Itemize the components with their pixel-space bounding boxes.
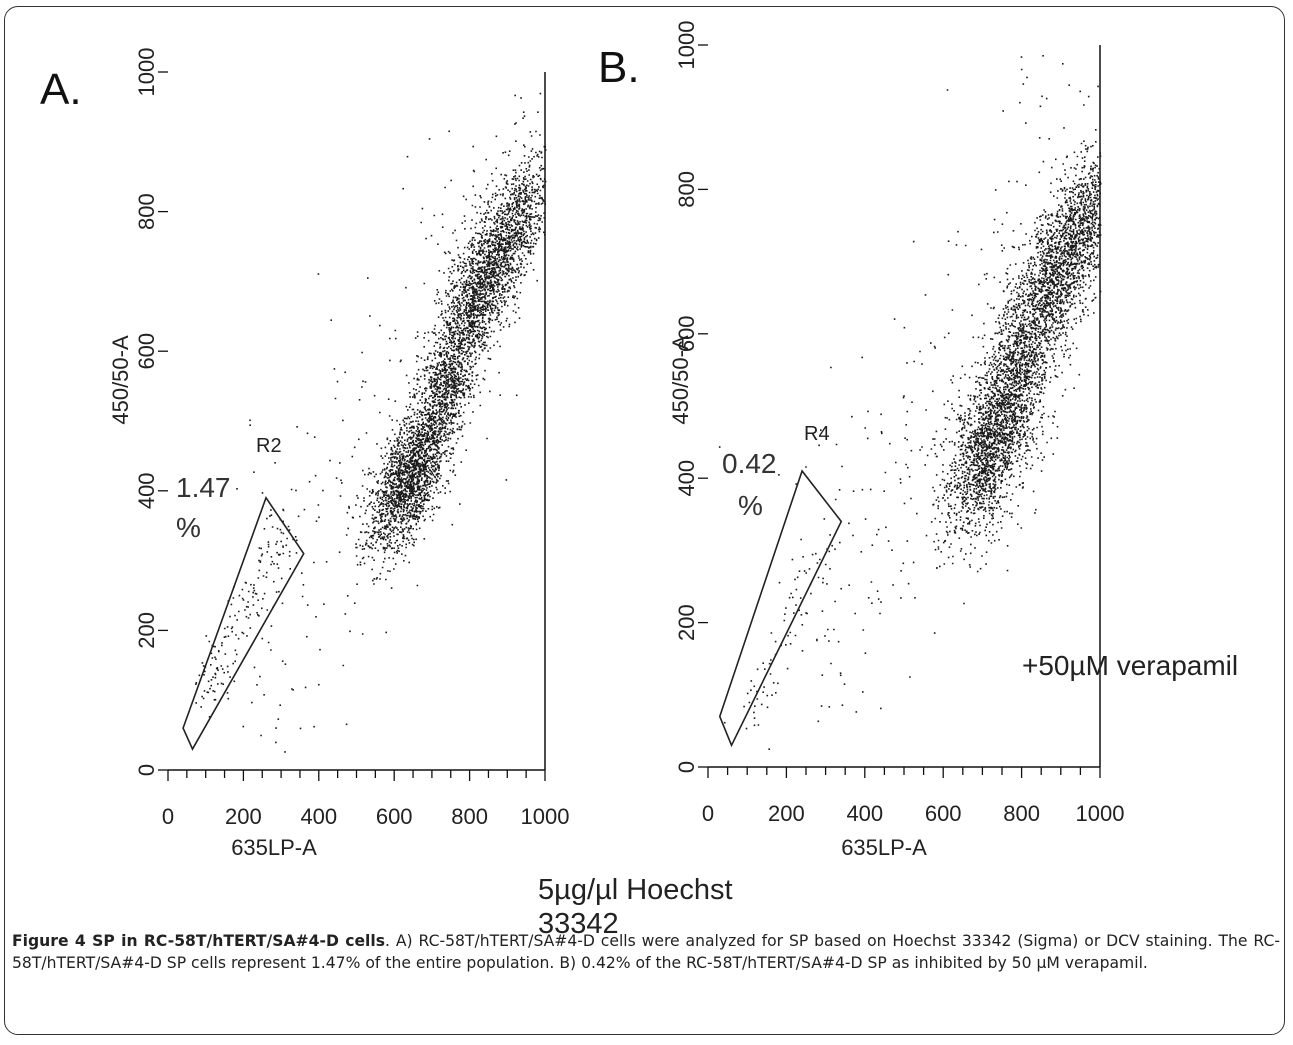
panel-a-axes (168, 72, 546, 771)
panel-a-y-axis-title: 450/50-A (108, 335, 133, 425)
panel-b-letter: B. (598, 43, 640, 92)
panel-b: B. 0 200 400 600 800 1000 0 200 400 600 800 1000 R4… (598, 21, 1238, 860)
panel-b-y-tick-label: 400 (674, 460, 699, 497)
panel-b-x-tick-label: 1000 (1076, 801, 1125, 826)
panel-a-x-tick-label: 1000 (521, 804, 570, 829)
panel-a-y-tick-label: 600 (134, 333, 159, 370)
panel-b-y-tick-label: 0 (674, 761, 699, 773)
panel-b-y-tick-label: 800 (674, 171, 699, 208)
panel-a-x-tick-label: 600 (376, 804, 413, 829)
panel-a-x-tick-label: 200 (225, 804, 262, 829)
panel-a-y-tick-label: 1000 (134, 48, 159, 97)
panel-b-x-tick-label: 400 (846, 801, 883, 826)
panel-b-gate-r4 (718, 469, 843, 748)
figure-plots: A. 0 200 400 600 800 1000 0 200 400 600 800 1000 R2… (40, 21, 1238, 860)
panel-a-scatter-points (192, 92, 547, 753)
panel-a-ticks: 0 200 400 600 800 1000 0 200 400 600 800 1000 (134, 48, 569, 829)
panel-a-gate-label: R2 (256, 435, 282, 457)
panel-b-dots (718, 55, 1102, 750)
panel-a-gate-percent-unit: % (176, 512, 201, 543)
caption-label: Figure 4 SP in RC-58T/hTERT/SA#4-D cells (12, 932, 386, 950)
panel-a-gate-percent: 1.47 (176, 472, 231, 503)
panel-b-y-tick-label: 1000 (674, 21, 699, 70)
figure-frame (4, 6, 1285, 1035)
panel-b-x-tick-label: 200 (768, 801, 805, 826)
panel-a-x-tick-label: 800 (451, 804, 488, 829)
panel-a-x-tick-label: 0 (162, 804, 174, 829)
panel-a-y-tick-label: 400 (134, 472, 159, 509)
panel-b-gate-percent-unit: % (738, 490, 763, 521)
panel-b-scatter-points (718, 55, 1102, 750)
figure-caption: Figure 4 SP in RC-58T/hTERT/SA#4-D cells… (12, 930, 1280, 974)
panel-b-verapamil-note: +50µM verapamil (1022, 650, 1238, 681)
panel-b-x-axis-title: 635LP-A (841, 835, 927, 860)
panel-a-dots (192, 92, 547, 753)
panel-a-y-tick-label: 200 (134, 612, 159, 649)
panel-a-letter: A. (40, 65, 82, 114)
staining-note: 5µg/µl Hoechst 33342 (538, 874, 733, 940)
panel-a-y-tick-label: 800 (134, 193, 159, 230)
panel-b-x-tick-label: 800 (1003, 801, 1040, 826)
panel-b-y-axis-title: 450/50-A (668, 335, 693, 425)
panel-a-y-tick-label: 0 (134, 764, 159, 776)
panel-a-x-axis-title: 635LP-A (231, 835, 317, 860)
panel-b-gate-percent: 0.42 (722, 448, 777, 479)
panel-b-ticks: 0 200 400 600 800 1000 0 200 400 600 800 1000 (674, 21, 1124, 826)
panel-a-x-tick-label: 400 (300, 804, 337, 829)
caption-text: . A) RC-58T/hTERT/SA#4-D cells were anal… (12, 932, 1280, 972)
panel-a: A. 0 200 400 600 800 1000 0 200 400 600 800 1000 R2… (40, 48, 569, 860)
panel-b-y-tick-label: 200 (674, 604, 699, 641)
panel-b-x-tick-label: 0 (702, 801, 714, 826)
panel-b-gate-label: R4 (804, 423, 830, 445)
panel-b-x-tick-label: 600 (925, 801, 962, 826)
panel-b-y-tick-label: 600 (674, 315, 699, 352)
panel-a-gate-r2 (182, 496, 305, 751)
